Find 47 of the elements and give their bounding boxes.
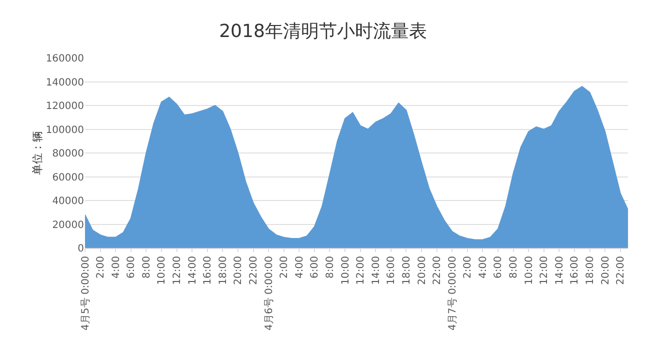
x-tick-label: 6:00 [493,256,504,278]
x-tick-label: 14:00 [187,256,198,285]
y-axis-title: 单位：辆 [30,131,44,175]
x-tick-label: 10:00 [156,256,168,285]
y-tick-label: 20000 [52,220,84,231]
x-tick-label: 20:00 [416,256,428,285]
x-tick-label: 8:00 [508,256,520,278]
x-tick-label: 6:00 [126,256,138,278]
x-tick-label: 16:00 [570,256,581,285]
y-tick-label: 120000 [46,101,84,112]
x-tick-label: 4月6号 0:00:00 [264,256,275,330]
x-tick-label: 10:00 [524,256,535,285]
x-tick-label: 18:00 [585,256,596,285]
y-tick-label: 80000 [52,148,84,160]
y-tick-label: 40000 [52,196,84,207]
x-tick-label: 22:00 [248,256,260,285]
y-tick-label: 0 [78,244,84,254]
x-tick-label: 8:00 [324,256,336,278]
x-tick-label: 10:00 [340,256,352,285]
x-tick-label: 12:00 [356,256,367,285]
x-tick-label: 8:00 [141,256,152,278]
x-tick-label: 18:00 [218,256,229,285]
y-tick-label: 100000 [46,124,84,136]
x-tick-label: 14:00 [554,256,566,285]
y-tick-label: 160000 [46,54,84,64]
x-tick-label: 12:00 [172,256,184,285]
x-tick-label: 2:00 [96,256,107,278]
x-tick-label: 4月7号 0:00:00 [447,256,458,330]
x-tick-label: 6:00 [310,256,321,278]
x-tick-label: 2:00 [462,256,474,278]
y-tick-label: 140000 [46,77,84,88]
x-tick-label: 4:00 [110,256,122,278]
x-tick-label: 2:00 [279,256,290,278]
x-tick-label: 20:00 [600,256,612,285]
y-tick-label: 60000 [52,172,84,184]
x-tick-label: 22:00 [616,256,627,285]
x-tick-label: 16:00 [202,256,214,285]
x-tick-label: 20:00 [233,256,244,285]
chart-title: 2018年清明节小时流量表 [219,20,427,42]
x-tick-label: 4:00 [478,256,489,278]
x-tick-label: 22:00 [432,256,444,285]
x-tick-label: 16:00 [386,256,398,285]
x-tick-label: 14:00 [370,256,382,285]
x-tick-label: 4月5号 0:00:00 [80,256,92,330]
x-tick-label: 4:00 [294,256,306,278]
x-tick-label: 18:00 [401,256,412,285]
x-tick-label: 12:00 [539,256,550,285]
